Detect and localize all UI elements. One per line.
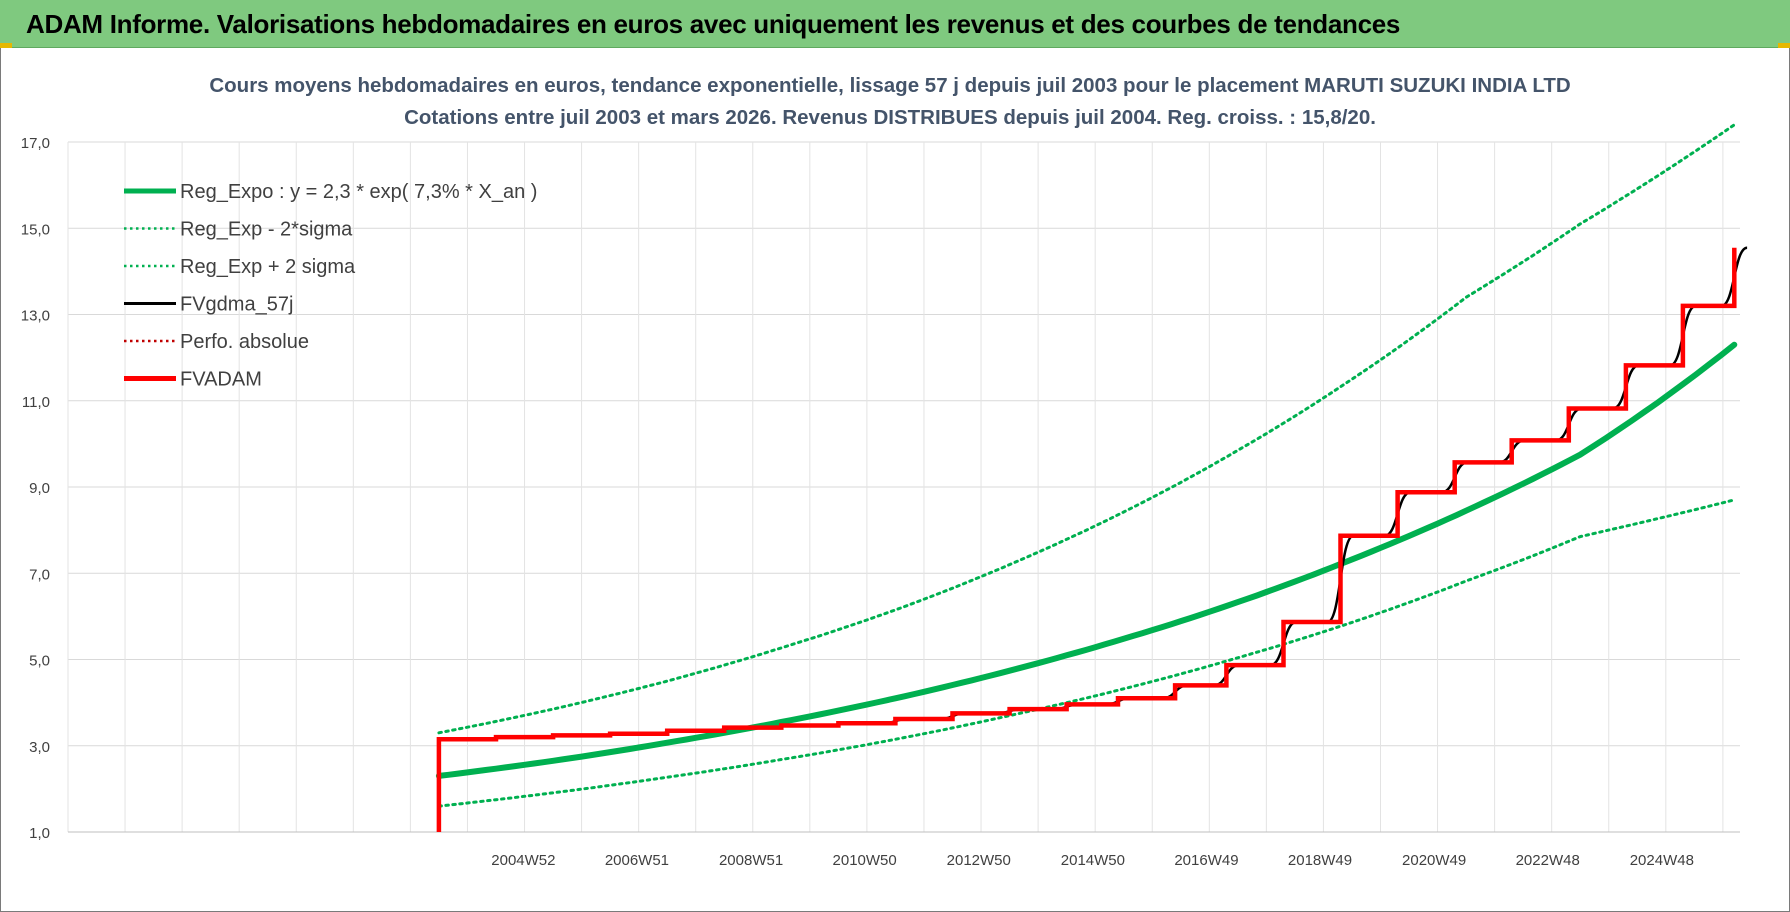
y-tick-label: 17,0 <box>21 135 50 152</box>
series-layer <box>435 123 1748 832</box>
legend-label-fvadam: FVADAM <box>180 369 262 391</box>
chart-title-line2: Cotations entre juil 2003 et mars 2026. … <box>404 106 1376 129</box>
fvadam-line <box>436 247 1737 832</box>
x-tick-label: 2022W48 <box>1516 852 1580 869</box>
chart-grid <box>67 141 1740 833</box>
y-tick-label: 1,0 <box>29 825 50 842</box>
chart-title-line1: Cours moyens hebdomadaires en euros, ten… <box>209 74 1570 97</box>
legend-label-reg_plus: Reg_Exp + 2 sigma <box>180 256 356 278</box>
y-tick-label: 15,0 <box>21 221 50 238</box>
y-tick-label: 7,0 <box>29 566 50 583</box>
legend: Reg_Expo : y = 2,3 * exp( 7,3% * X_an ) R… <box>124 181 537 391</box>
legend-label-reg_expo: Reg_Expo : y = 2,3 * exp( 7,3% * X_an ) <box>180 181 537 203</box>
x-tick-label: 2010W50 <box>833 852 897 869</box>
x-tick-label: 2024W48 <box>1630 852 1694 869</box>
legend-label-fvgdma: FVgdma_57j <box>180 294 293 316</box>
y-tick-label: 13,0 <box>21 308 50 325</box>
report-title: ADAM Informe. Valorisations hebdomadaire… <box>26 9 1401 39</box>
reg-plus-2sigma-line <box>437 123 1736 735</box>
y-axis: 1,0 3,0 5,0 7,0 9,0 11,0 13,0 15,0 17,0 <box>21 135 50 842</box>
x-tick-label: 2014W50 <box>1061 852 1125 869</box>
y-tick-label: 5,0 <box>29 653 50 670</box>
chart: Cours moyens hebdomadaires en euros, ten… <box>21 74 1748 869</box>
x-tick-label: 2016W49 <box>1174 852 1238 869</box>
corner-marker-top-left <box>0 43 12 48</box>
x-axis: 2004W52 2006W51 2008W51 2010W50 2012W50 2014W… <box>68 831 1740 869</box>
corner-marker-top-right <box>1778 43 1790 48</box>
y-tick-label: 9,0 <box>29 480 50 497</box>
legend-label-perfo: Perfo. absolue <box>180 331 309 353</box>
y-tick-label: 11,0 <box>22 394 50 411</box>
fvgdma-line <box>438 246 1748 741</box>
y-tick-label: 3,0 <box>29 739 50 756</box>
x-tick-label: 2020W49 <box>1402 852 1466 869</box>
reg-expo-line <box>435 341 1738 779</box>
x-tick-label: 2004W52 <box>491 852 555 869</box>
legend-label-reg_minus: Reg_Exp - 2*sigma <box>180 219 353 241</box>
x-tick-label: 2018W49 <box>1288 852 1352 869</box>
report-banner: ADAM Informe. Valorisations hebdomadaire… <box>0 0 1790 48</box>
x-tick-label: 2012W50 <box>947 852 1011 869</box>
x-tick-label: 2006W51 <box>605 852 669 869</box>
x-tick-label: 2008W51 <box>719 852 783 869</box>
reg-minus-2sigma-line <box>437 498 1736 808</box>
